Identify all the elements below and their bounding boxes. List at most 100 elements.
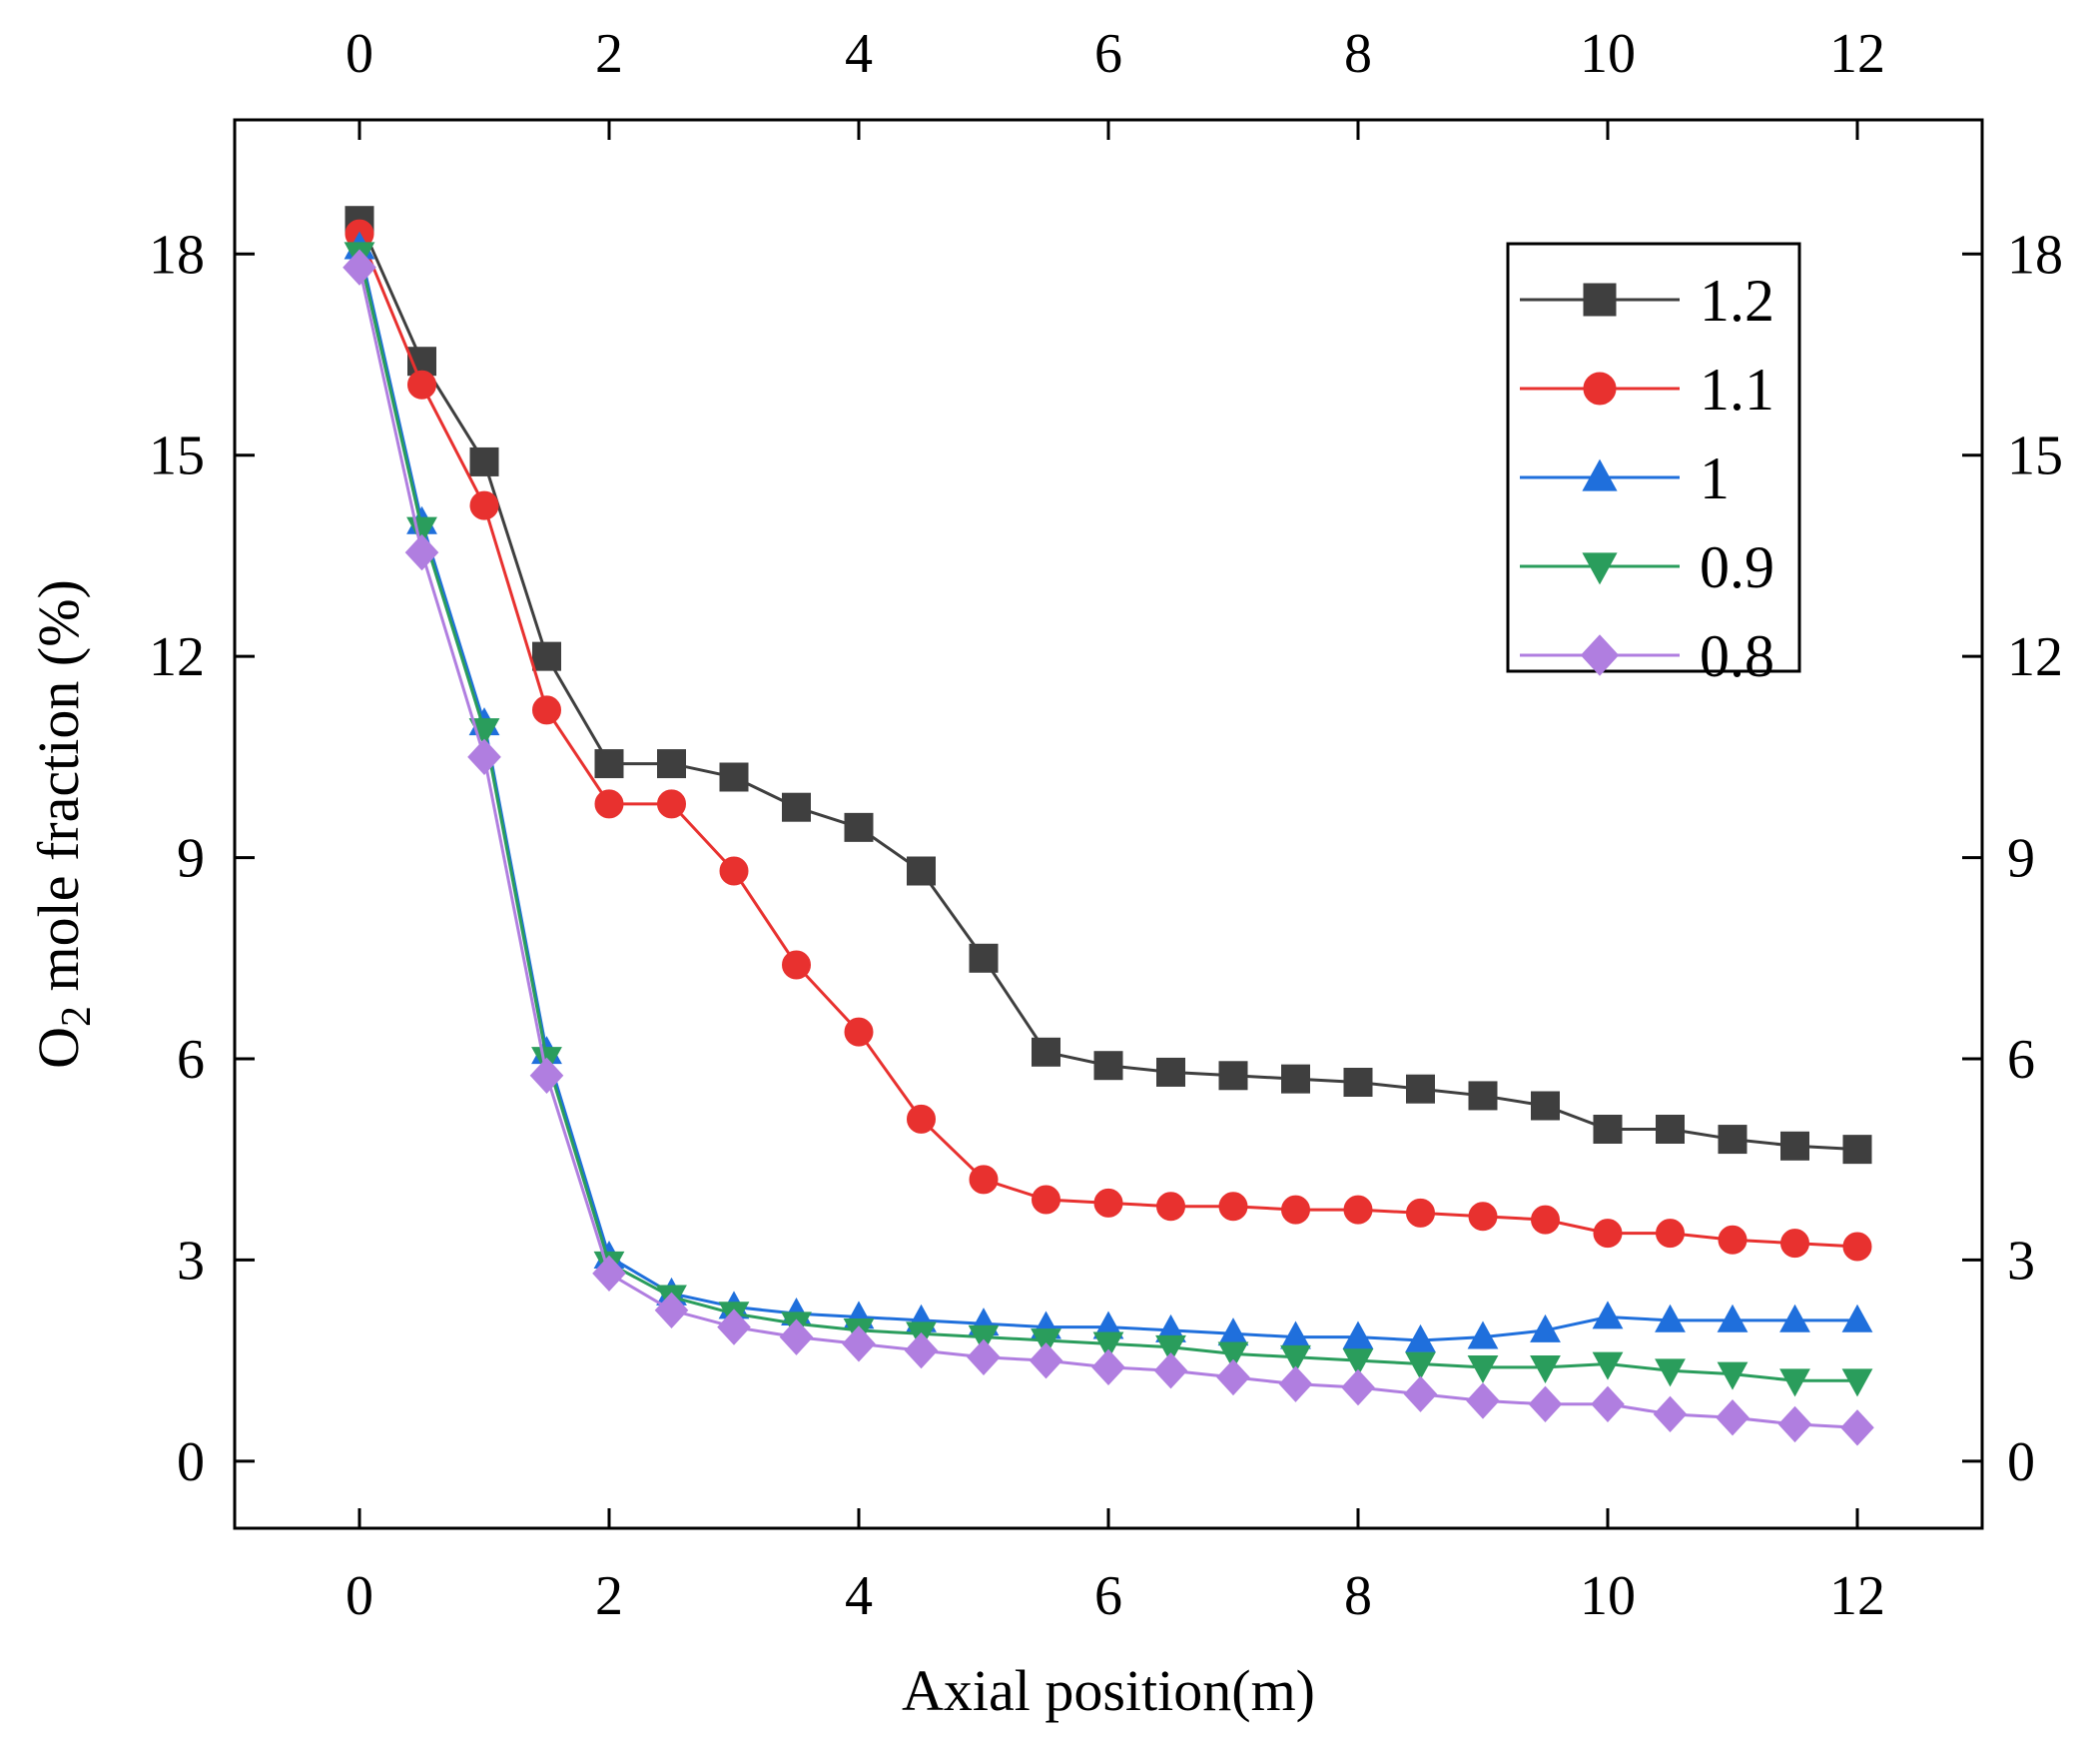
y-tick-label-right: 0 (2007, 1431, 2035, 1493)
legend-marker (1582, 458, 1618, 491)
data-point (1032, 1037, 1060, 1067)
x-tick-label-bottom: 4 (845, 1565, 873, 1627)
data-point (1467, 1354, 1499, 1383)
legend-marker (1582, 552, 1618, 585)
data-point (657, 749, 686, 779)
data-point (1467, 1320, 1499, 1349)
legend-box (1506, 242, 1801, 673)
data-point (1406, 1074, 1435, 1104)
data-point (657, 789, 686, 819)
data-point (1718, 1225, 1748, 1255)
data-point (1218, 1061, 1248, 1091)
y-tick-label-left: 12 (149, 626, 205, 688)
y-axis-title-main: O (26, 1027, 91, 1069)
x-tick-label-bottom: 8 (1344, 1565, 1372, 1627)
data-point (1592, 1351, 1624, 1380)
data-point (1531, 1091, 1560, 1121)
series-0.8 (343, 249, 1874, 1446)
data-point (1656, 1115, 1685, 1144)
y-tick-label-left: 6 (177, 1029, 205, 1091)
data-point (1093, 1188, 1123, 1218)
data-point (407, 370, 436, 400)
data-point (404, 533, 439, 571)
y-tick-label-left: 9 (177, 828, 205, 890)
x-tick-label-top: 12 (1829, 23, 1885, 85)
x-tick-label-top: 10 (1580, 23, 1636, 85)
legend-label: 1 (1700, 445, 1730, 511)
data-point (1593, 1115, 1623, 1144)
data-point (782, 950, 811, 980)
data-point (1530, 1354, 1561, 1383)
data-point (1468, 1081, 1498, 1111)
data-point (1281, 1195, 1310, 1225)
data-point (1591, 1385, 1625, 1422)
data-point (1342, 1348, 1374, 1377)
data-point (907, 1104, 936, 1134)
data-point (719, 856, 749, 886)
data-point (1217, 1341, 1249, 1370)
y-axis-title: O2 mole fraction (%) (26, 579, 100, 1069)
legend-item: 0.9 (1520, 534, 1774, 600)
x-tick-label-bottom: 6 (1094, 1565, 1122, 1627)
data-point (1718, 1125, 1748, 1155)
data-point (1156, 1057, 1185, 1087)
data-point (469, 446, 499, 476)
data-point (532, 695, 561, 725)
x-tick-label-bottom: 12 (1829, 1565, 1885, 1627)
data-point (1840, 1409, 1874, 1446)
data-point (1278, 1365, 1313, 1402)
data-point (1405, 1351, 1436, 1380)
y-tick-label-right: 9 (2007, 828, 2035, 890)
data-point (1780, 1229, 1809, 1259)
legend-marker (1580, 634, 1620, 676)
y-tick-label-right: 12 (2007, 626, 2063, 688)
data-point (532, 641, 561, 671)
data-point (343, 249, 376, 286)
legend: 1.2 1.1 1 0.9 0.8 (1506, 242, 1801, 689)
data-point (469, 490, 499, 520)
legend-label: 1.1 (1700, 357, 1774, 423)
data-point (1779, 1368, 1810, 1397)
data-point (1842, 1135, 1872, 1165)
x-tick-label-bottom: 0 (346, 1565, 373, 1627)
data-point (1341, 1368, 1375, 1406)
x-tick-label-bottom: 10 (1580, 1565, 1636, 1627)
data-point (1593, 1219, 1623, 1249)
y-tick-label-left: 18 (149, 224, 205, 286)
data-point (1281, 1064, 1310, 1094)
legend-marker (1583, 372, 1617, 406)
data-point (592, 1255, 626, 1293)
data-point (1156, 1192, 1185, 1222)
x-tick-label-top: 4 (845, 23, 873, 85)
y-tick-label-left: 15 (149, 426, 205, 487)
data-point (844, 812, 874, 842)
legend-item: 0.8 (1520, 623, 1774, 689)
data-point (1406, 1198, 1435, 1228)
y-axis-title-rest: mole fraction (%) (26, 579, 91, 1006)
data-point (1653, 1395, 1688, 1433)
x-tick-label-bottom: 2 (595, 1565, 623, 1627)
data-point (1342, 1320, 1374, 1349)
data-point (1528, 1385, 1563, 1422)
data-point (842, 1325, 876, 1362)
data-point (782, 792, 811, 822)
legend-item: 1.2 (1520, 268, 1774, 334)
data-point (1779, 1304, 1810, 1332)
data-point (1655, 1358, 1686, 1387)
y-tick-label-left: 3 (177, 1230, 205, 1292)
data-point (1343, 1195, 1373, 1225)
data-point (1280, 1320, 1311, 1349)
data-point (594, 789, 624, 819)
data-point (468, 718, 500, 747)
data-point (1091, 1348, 1125, 1386)
data-point (1841, 1368, 1873, 1397)
data-point (1717, 1304, 1749, 1332)
data-point (529, 1057, 564, 1094)
data-point (1092, 1331, 1124, 1360)
data-point (1218, 1192, 1248, 1222)
data-point (719, 762, 749, 792)
data-point (1592, 1301, 1624, 1329)
data-point (654, 1292, 689, 1328)
data-point (1029, 1341, 1063, 1379)
